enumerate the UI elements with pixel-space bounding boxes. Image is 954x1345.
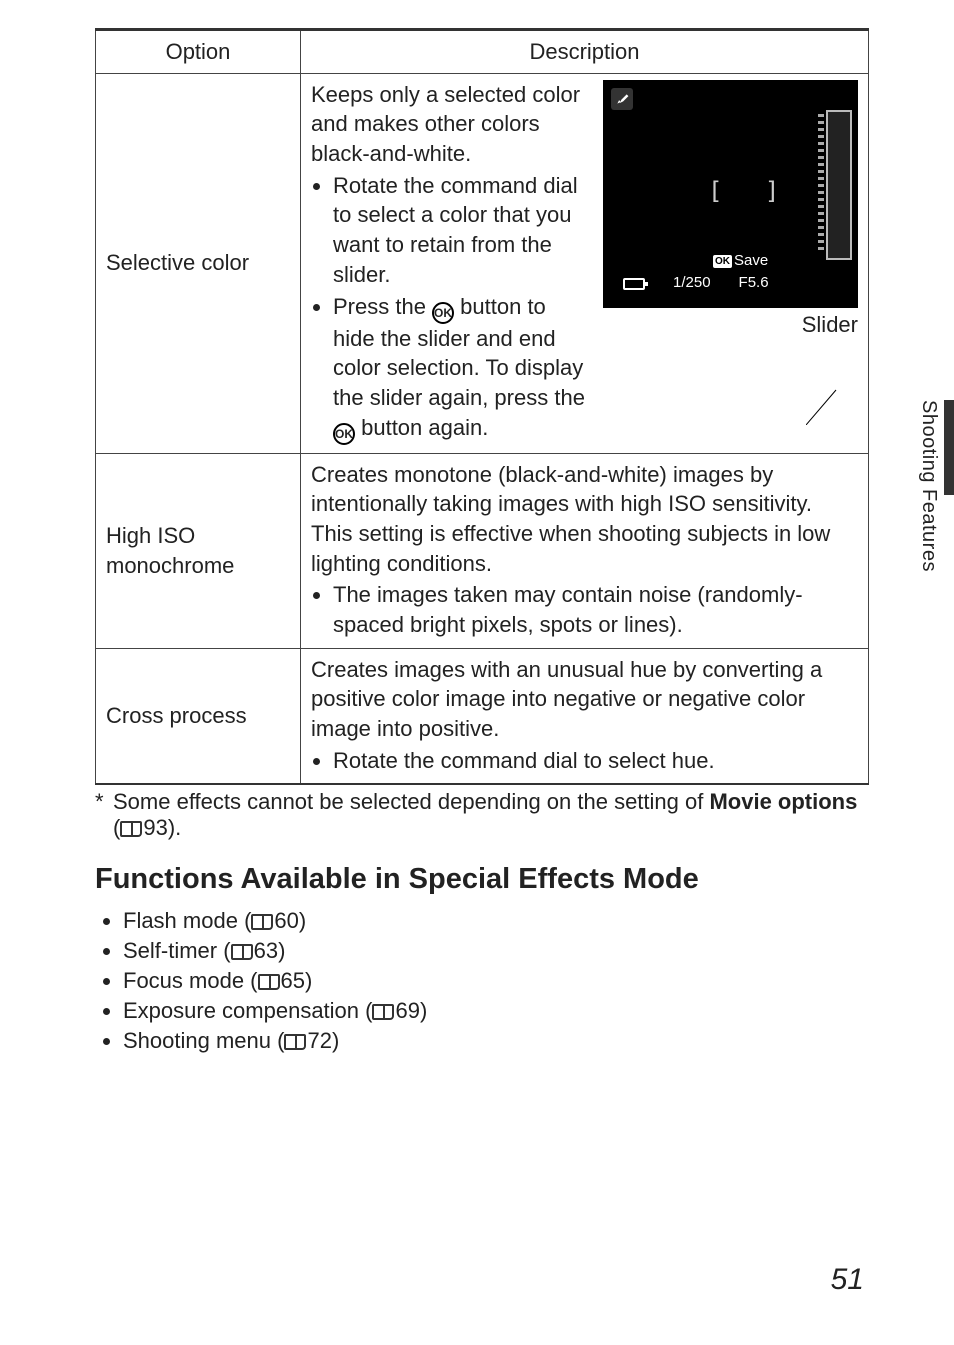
save-hint: OKSave bbox=[713, 251, 768, 271]
table-row: High ISO monochrome Creates monotone (bl… bbox=[96, 453, 869, 648]
slider-scale bbox=[818, 114, 824, 254]
side-tab-label: Shooting Features bbox=[917, 400, 940, 572]
page-ref-icon bbox=[372, 1004, 394, 1020]
shutter-speed: 1/250 bbox=[673, 273, 711, 293]
page-ref-icon bbox=[284, 1034, 306, 1050]
ok-button-icon: OK bbox=[432, 302, 454, 324]
section-heading: Functions Available in Special Effects M… bbox=[95, 863, 869, 896]
header-description: Description bbox=[301, 30, 869, 74]
slider-label: Slider bbox=[603, 310, 858, 340]
option-cell: Cross process bbox=[96, 648, 301, 784]
page-ref-icon bbox=[258, 974, 280, 990]
page-ref-icon bbox=[231, 944, 253, 960]
list-item: Self-timer (63) bbox=[123, 938, 869, 964]
page-ref-icon bbox=[120, 821, 142, 837]
option-cell: High ISO monochrome bbox=[96, 453, 301, 648]
page-ref-icon bbox=[251, 914, 273, 930]
focus-brackets-icon: [ ] bbox=[708, 175, 793, 207]
list-item: Flash mode (60) bbox=[123, 908, 869, 934]
aperture-value: F5.6 bbox=[739, 273, 769, 293]
list-item: Press the OK button to hide the slider a… bbox=[333, 292, 593, 445]
brush-icon bbox=[611, 88, 633, 110]
row-intro: Keeps only a selected color and makes ot… bbox=[311, 80, 593, 169]
description-cell: Creates monotone (black-and-white) image… bbox=[301, 453, 869, 648]
row-intro: Creates images with an unusual hue by co… bbox=[311, 655, 858, 744]
description-cell: Creates images with an unusual hue by co… bbox=[301, 648, 869, 784]
description-cell: Keeps only a selected color and makes ot… bbox=[301, 73, 869, 453]
option-cell: Selective color bbox=[96, 73, 301, 453]
list-item: Shooting menu (72) bbox=[123, 1028, 869, 1054]
footnote: * Some effects cannot be selected depend… bbox=[95, 789, 869, 841]
list-item: Rotate the command dial to select a colo… bbox=[333, 171, 593, 290]
table-row: Cross process Creates images with an unu… bbox=[96, 648, 869, 784]
list-item: The images taken may contain noise (rand… bbox=[333, 580, 858, 639]
ok-button-icon: OK bbox=[333, 423, 355, 445]
side-tab: Shooting Features bbox=[908, 400, 954, 780]
function-list: Flash mode (60) Self-timer (63) Focus mo… bbox=[95, 908, 869, 1054]
header-option: Option bbox=[96, 30, 301, 74]
list-item: Exposure compensation (69) bbox=[123, 998, 869, 1024]
table-row: Selective color Keeps only a selected co… bbox=[96, 73, 869, 453]
row-intro: Creates monotone (black-and-white) image… bbox=[311, 460, 858, 579]
page-number: 51 bbox=[831, 1263, 864, 1297]
options-table: Option Description Selective color Keeps… bbox=[95, 28, 869, 785]
battery-icon bbox=[623, 278, 645, 290]
list-item: Rotate the command dial to select hue. bbox=[333, 746, 858, 776]
list-item: Focus mode (65) bbox=[123, 968, 869, 994]
color-slider bbox=[826, 110, 852, 260]
camera-preview: [ ] OKSave 1/250 F5.6 bbox=[603, 80, 858, 308]
callout-line bbox=[806, 385, 846, 425]
